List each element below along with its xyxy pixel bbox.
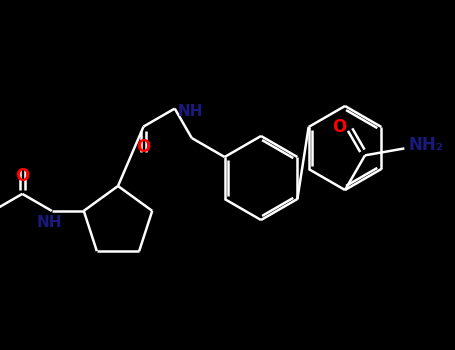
Text: O: O — [15, 167, 30, 185]
Text: NH: NH — [178, 104, 203, 119]
Text: NH: NH — [37, 215, 62, 230]
Text: O: O — [332, 118, 347, 136]
Text: O: O — [136, 138, 151, 155]
Text: NH₂: NH₂ — [409, 136, 444, 154]
